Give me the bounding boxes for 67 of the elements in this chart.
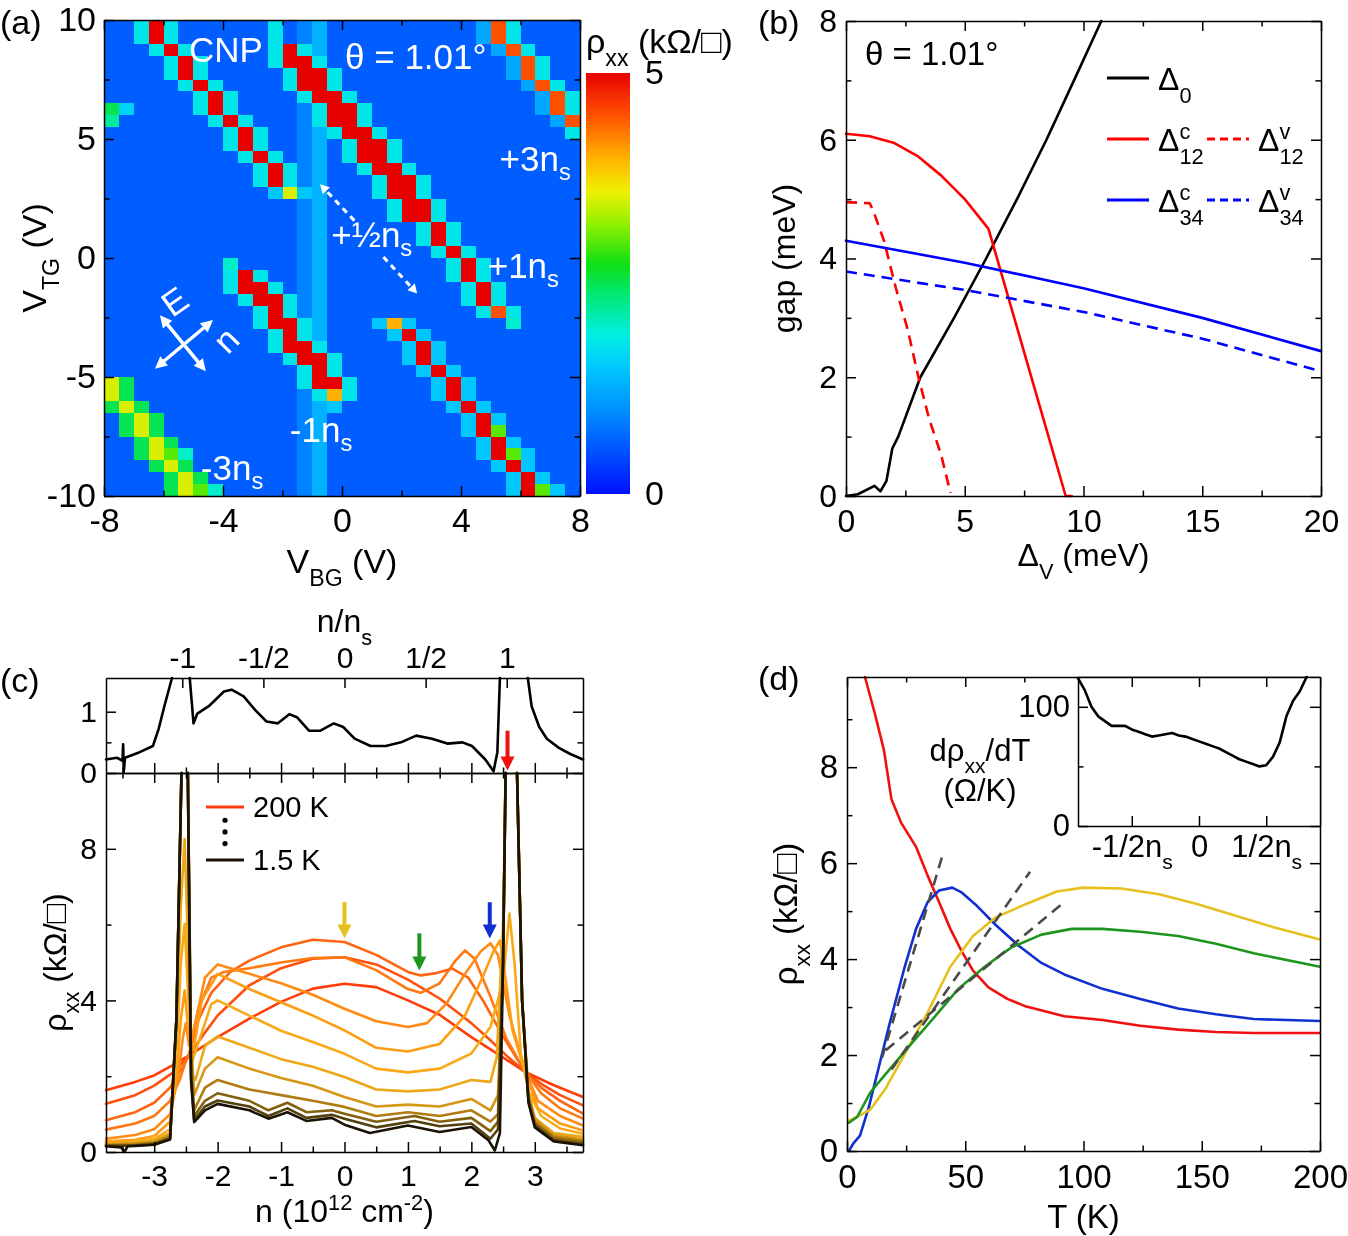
annotation: CNP — [188, 29, 263, 69]
x2-tick-label: -1 — [169, 641, 197, 674]
y-tick-label: 8 — [819, 748, 838, 786]
x-tick-label: -1/2n$_{s}$ — [1091, 829, 1173, 873]
x-tick-label: 1/2n$_{s}$ — [1231, 829, 1303, 873]
y-tick-label: 5 — [77, 119, 96, 158]
y-tick-label: 4 — [819, 940, 838, 978]
x-tick-label: 0 — [1190, 829, 1209, 864]
annotation: +½n$_{s}$ — [331, 214, 413, 262]
x-tick-label: 200 — [1292, 1158, 1348, 1195]
x-tick-label: 1 — [400, 1159, 417, 1192]
annotation: E — [153, 278, 196, 324]
annotation: n — [204, 318, 247, 361]
y-tick-label: 2 — [819, 358, 837, 395]
x2-tick-label: -1/2 — [238, 641, 290, 674]
x2-tick-label: 0 — [336, 641, 354, 674]
y-tick-label: -5 — [65, 357, 96, 396]
y-tick-label: 1 — [80, 694, 97, 728]
x-tick-label: -1 — [268, 1159, 295, 1192]
x-tick-label: -4 — [208, 501, 239, 539]
x-tick-label: 2 — [463, 1159, 481, 1192]
y-axis-title: dρ$_{xx}$/dT (Ω/K) — [929, 733, 1031, 808]
x-tick-label: 3 — [526, 1159, 544, 1192]
y-tick-label: 10 — [58, 0, 96, 39]
x2-tick-label: 1 — [498, 641, 516, 674]
x-axis-title: n (10$^{12}$ cm$^{-2}$) — [255, 1189, 434, 1229]
y-tick-label: 6 — [819, 844, 838, 882]
chart-title: (c) — [0, 661, 40, 699]
color-bar-label: 0 — [645, 474, 664, 513]
x-axis-title: T (K) — [1047, 1198, 1120, 1235]
y-axis-title: gap (meV) — [766, 183, 802, 334]
x-tick-label: 10 — [1066, 503, 1102, 539]
x2-tick-label: 1/2 — [405, 641, 447, 674]
x-tick-label: -3 — [141, 1159, 169, 1192]
x-tick-label: 20 — [1303, 503, 1340, 539]
annotation: +3n$_{s}$ — [499, 138, 571, 186]
x-axis-title: Δ$_{V}$ (meV) — [1017, 537, 1150, 584]
y-tick-label: 4 — [819, 240, 837, 277]
chart-title: (a) — [0, 3, 42, 41]
x-tick-label: 15 — [1184, 503, 1221, 539]
legend-label: Δ$_{0}$ — [1158, 60, 1192, 108]
annotation: +1n$_{s}$ — [487, 245, 560, 293]
y-tick-label: 2 — [819, 1036, 838, 1074]
y-tick-label: 0 — [80, 1135, 97, 1169]
annotation: θ = 1.01° — [865, 34, 999, 72]
y-tick-label: 0 — [80, 756, 97, 790]
y-tick-label: 6 — [819, 121, 837, 158]
x-axis-title: V$_{BG}$ (V) — [286, 542, 398, 591]
x-tick-label: 5 — [956, 503, 975, 539]
annotation: -1n$_{s}$ — [289, 409, 353, 457]
legend-label: 200 K — [253, 791, 330, 824]
x-tick-label: -2 — [204, 1159, 232, 1192]
x-tick-label: 150 — [1174, 1158, 1230, 1195]
legend-label: 1.5 K — [253, 844, 322, 877]
x-tick-label: 0 — [336, 1159, 354, 1192]
x-tick-label: 50 — [947, 1158, 985, 1195]
chart-title: (d) — [758, 659, 800, 697]
chart-title: (b) — [758, 3, 800, 41]
annotation: θ = 1.01° — [345, 36, 487, 76]
x-tick-label: 4 — [452, 501, 471, 539]
annotation: -3n$_{s}$ — [200, 447, 264, 495]
x-tick-label: 8 — [571, 501, 590, 539]
x-tick-label: 0 — [333, 501, 352, 539]
x-tick-label: 100 — [1056, 1158, 1112, 1195]
y-tick-label: 0 — [819, 477, 837, 514]
y-tick-label: 0 — [77, 238, 96, 277]
y-tick-label: 8 — [819, 2, 837, 39]
